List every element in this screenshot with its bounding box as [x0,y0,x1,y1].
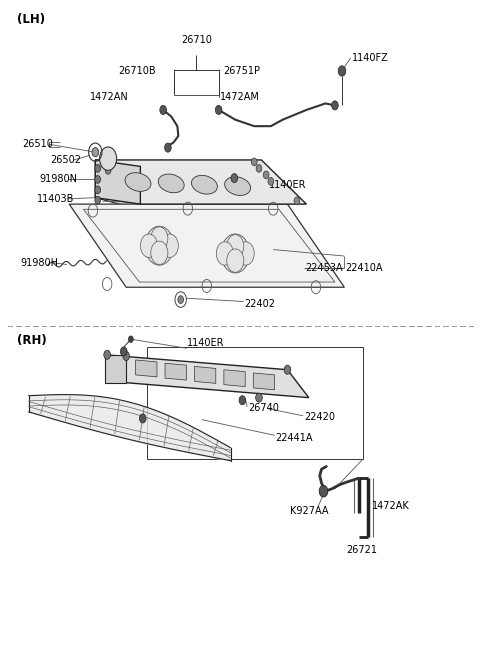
Text: 26751P: 26751P [223,66,260,76]
Text: 26502: 26502 [50,155,81,165]
Text: 22453A: 22453A [305,263,343,273]
Circle shape [263,171,269,179]
Circle shape [129,336,133,343]
Text: 22402: 22402 [245,299,276,309]
Circle shape [165,143,171,152]
Circle shape [95,186,100,194]
Circle shape [95,164,100,172]
Circle shape [227,249,244,272]
Text: 1472AN: 1472AN [90,92,129,102]
Circle shape [123,352,130,361]
Circle shape [92,147,98,157]
Ellipse shape [225,177,251,195]
Text: 1140ER: 1140ER [187,338,224,348]
Text: 26510: 26510 [23,140,54,149]
Circle shape [237,242,254,265]
Text: 11403B: 11403B [37,194,74,204]
Circle shape [160,105,167,115]
Polygon shape [105,355,126,383]
Text: 1140ER: 1140ER [268,179,306,189]
Text: 91980N: 91980N [40,174,78,185]
Text: (RH): (RH) [17,334,47,347]
Text: 22420: 22420 [304,412,335,422]
Polygon shape [96,160,140,204]
Circle shape [139,414,146,423]
Polygon shape [224,369,245,386]
Circle shape [216,105,222,115]
Text: 1472AK: 1472AK [372,501,409,511]
Circle shape [252,158,257,166]
Circle shape [99,147,117,170]
Circle shape [104,350,110,360]
Text: 26710B: 26710B [118,66,156,76]
Polygon shape [136,360,157,377]
Polygon shape [69,204,344,288]
Circle shape [256,164,262,172]
Circle shape [338,66,346,76]
Ellipse shape [125,173,151,191]
Circle shape [95,176,100,183]
Polygon shape [165,364,186,380]
Text: 26721: 26721 [347,545,377,555]
Text: 1140FZ: 1140FZ [351,53,388,63]
Circle shape [239,396,246,405]
Circle shape [145,226,174,265]
Text: 26740: 26740 [249,403,279,413]
Circle shape [140,234,157,257]
Circle shape [161,234,179,257]
Circle shape [284,365,291,374]
Circle shape [227,234,244,258]
Polygon shape [96,160,143,211]
Circle shape [178,295,183,303]
Polygon shape [194,366,216,383]
Polygon shape [96,160,306,204]
Circle shape [101,160,107,168]
Circle shape [221,234,250,273]
Circle shape [95,196,100,204]
Text: 22410A: 22410A [345,263,383,273]
Circle shape [256,393,262,402]
Text: 91980H: 91980H [21,257,59,267]
Text: K927AA: K927AA [289,506,328,515]
Circle shape [231,174,238,183]
Ellipse shape [158,174,184,193]
Ellipse shape [192,176,217,194]
Circle shape [268,178,274,185]
Circle shape [105,166,111,174]
Text: 22441A: 22441A [276,433,313,443]
Text: 26710: 26710 [181,35,212,45]
Circle shape [151,227,168,250]
Circle shape [216,242,233,265]
Circle shape [151,241,168,265]
Circle shape [120,347,127,356]
Circle shape [332,101,338,110]
Circle shape [294,197,300,205]
Circle shape [319,485,328,497]
Polygon shape [105,355,309,398]
Text: 1472AM: 1472AM [220,92,260,102]
Polygon shape [253,373,275,390]
Text: (LH): (LH) [17,12,45,26]
